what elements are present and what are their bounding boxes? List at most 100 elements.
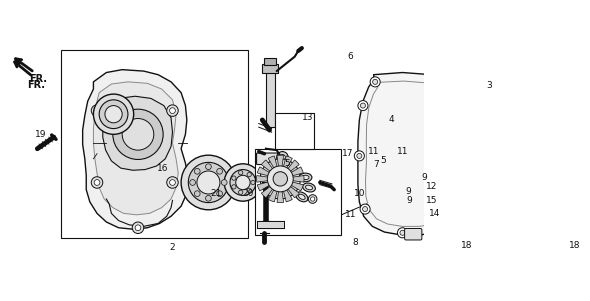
Circle shape xyxy=(273,172,287,186)
Ellipse shape xyxy=(303,183,316,192)
Circle shape xyxy=(232,185,236,189)
Polygon shape xyxy=(358,73,481,235)
Circle shape xyxy=(113,109,163,160)
Circle shape xyxy=(358,101,368,110)
Circle shape xyxy=(132,222,144,234)
Circle shape xyxy=(169,108,175,113)
Circle shape xyxy=(188,162,228,203)
Wedge shape xyxy=(280,175,304,182)
Wedge shape xyxy=(280,156,292,179)
Text: 15: 15 xyxy=(425,196,437,205)
FancyBboxPatch shape xyxy=(466,216,483,228)
Circle shape xyxy=(190,180,195,185)
Circle shape xyxy=(471,197,481,207)
Circle shape xyxy=(205,195,211,201)
Circle shape xyxy=(217,169,222,174)
Circle shape xyxy=(360,204,370,214)
Text: 11: 11 xyxy=(345,210,356,219)
Circle shape xyxy=(280,154,286,160)
Polygon shape xyxy=(266,71,274,127)
Bar xyxy=(274,113,314,149)
Text: 9: 9 xyxy=(405,187,411,196)
Circle shape xyxy=(309,195,317,203)
Circle shape xyxy=(267,166,293,192)
Circle shape xyxy=(475,99,480,104)
Wedge shape xyxy=(261,160,280,179)
Text: 20: 20 xyxy=(242,189,254,198)
Circle shape xyxy=(238,170,243,175)
Polygon shape xyxy=(263,64,278,73)
Text: 3: 3 xyxy=(486,81,491,90)
Circle shape xyxy=(99,100,128,129)
Circle shape xyxy=(169,180,175,185)
Circle shape xyxy=(449,76,454,81)
Circle shape xyxy=(310,197,315,201)
Wedge shape xyxy=(280,160,299,179)
Wedge shape xyxy=(277,155,284,179)
Ellipse shape xyxy=(296,192,308,202)
Circle shape xyxy=(135,225,141,231)
Ellipse shape xyxy=(306,185,313,190)
Text: 9: 9 xyxy=(407,196,412,205)
Text: 4: 4 xyxy=(389,116,395,124)
Polygon shape xyxy=(257,221,284,228)
Circle shape xyxy=(260,159,300,199)
Circle shape xyxy=(205,164,211,169)
Circle shape xyxy=(167,105,178,116)
Text: 18: 18 xyxy=(569,240,581,250)
Circle shape xyxy=(230,169,256,195)
Ellipse shape xyxy=(299,173,312,182)
Text: 6: 6 xyxy=(348,52,353,61)
Circle shape xyxy=(475,145,485,155)
Wedge shape xyxy=(257,175,280,182)
Circle shape xyxy=(472,96,482,106)
Polygon shape xyxy=(103,96,172,170)
Circle shape xyxy=(224,164,261,201)
Text: 19: 19 xyxy=(34,130,46,139)
Circle shape xyxy=(217,191,222,197)
Circle shape xyxy=(473,199,478,204)
Text: 14: 14 xyxy=(429,209,441,218)
Circle shape xyxy=(93,94,134,134)
Circle shape xyxy=(221,180,227,185)
Circle shape xyxy=(454,225,459,230)
Wedge shape xyxy=(280,179,299,198)
Circle shape xyxy=(197,171,220,194)
Text: 10: 10 xyxy=(353,189,365,198)
Text: 18: 18 xyxy=(461,240,473,250)
Circle shape xyxy=(238,190,243,194)
Wedge shape xyxy=(257,179,280,191)
Circle shape xyxy=(360,103,365,108)
Wedge shape xyxy=(268,156,280,179)
Text: 7: 7 xyxy=(373,160,379,169)
Circle shape xyxy=(398,228,408,238)
Circle shape xyxy=(277,152,288,163)
Text: 5: 5 xyxy=(380,157,386,166)
Wedge shape xyxy=(268,179,280,202)
Circle shape xyxy=(363,206,368,212)
Wedge shape xyxy=(261,179,280,198)
Text: 11: 11 xyxy=(396,147,408,156)
Wedge shape xyxy=(280,179,292,202)
Circle shape xyxy=(122,119,154,150)
Circle shape xyxy=(477,147,483,153)
Wedge shape xyxy=(280,167,303,179)
Bar xyxy=(61,50,248,238)
Circle shape xyxy=(400,230,405,235)
Circle shape xyxy=(91,177,103,188)
Text: 9: 9 xyxy=(421,173,427,182)
Circle shape xyxy=(355,151,365,161)
Bar xyxy=(255,149,342,235)
Circle shape xyxy=(94,108,100,113)
Circle shape xyxy=(105,106,122,123)
Text: 2: 2 xyxy=(170,243,175,252)
FancyBboxPatch shape xyxy=(405,228,422,240)
Circle shape xyxy=(373,79,378,84)
Circle shape xyxy=(247,188,251,193)
Ellipse shape xyxy=(302,175,309,180)
Circle shape xyxy=(91,105,103,116)
Text: 17: 17 xyxy=(342,149,353,158)
Polygon shape xyxy=(264,58,276,65)
Circle shape xyxy=(357,154,362,158)
Text: 16: 16 xyxy=(157,164,168,172)
